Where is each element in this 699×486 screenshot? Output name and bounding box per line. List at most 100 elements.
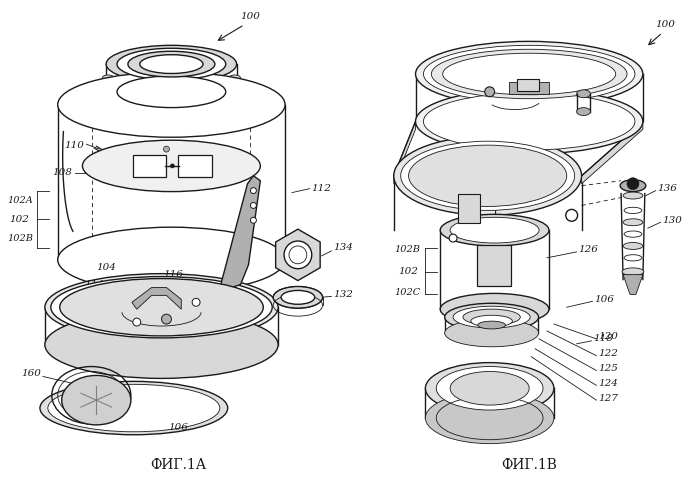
Bar [458,193,480,223]
Text: 126: 126 [579,245,598,254]
Text: 120: 120 [598,332,618,341]
Ellipse shape [229,75,240,81]
Polygon shape [132,288,181,309]
Text: 127: 127 [598,394,618,403]
Ellipse shape [450,371,529,405]
Ellipse shape [440,214,549,246]
Text: 114: 114 [85,280,104,289]
Text: 116: 116 [164,270,183,279]
Circle shape [449,234,457,242]
Text: 102C: 102C [394,288,421,297]
Ellipse shape [401,141,575,210]
Ellipse shape [394,136,582,215]
Text: ФИГ.1В: ФИГ.1В [501,458,557,472]
Ellipse shape [463,309,520,325]
Text: 128: 128 [94,389,114,398]
Text: 118: 118 [593,334,613,344]
Ellipse shape [273,286,323,308]
Circle shape [250,188,257,193]
Text: 108: 108 [52,168,73,177]
Ellipse shape [445,319,538,347]
Ellipse shape [623,192,643,199]
Text: 160: 160 [410,171,431,180]
Ellipse shape [171,164,174,168]
Text: 102: 102 [398,267,419,276]
Circle shape [250,217,257,223]
Text: 112: 112 [312,184,331,193]
Ellipse shape [436,366,543,410]
Text: 100: 100 [240,12,261,21]
FancyBboxPatch shape [133,155,166,177]
Ellipse shape [453,306,530,328]
Ellipse shape [624,231,642,237]
Ellipse shape [624,207,642,213]
Text: 108: 108 [143,175,161,184]
Text: 130: 130 [663,216,682,225]
Ellipse shape [62,376,131,425]
Ellipse shape [471,315,512,327]
Text: 140: 140 [141,161,158,171]
Text: 106: 106 [594,295,614,304]
Polygon shape [275,229,320,280]
Ellipse shape [623,243,643,249]
Circle shape [565,209,577,221]
Ellipse shape [82,140,260,191]
Ellipse shape [117,48,226,80]
Circle shape [192,298,200,306]
Circle shape [164,146,169,152]
Text: 142: 142 [187,161,203,171]
Ellipse shape [166,56,178,62]
Text: 124: 124 [598,379,618,388]
Text: 136: 136 [658,184,677,193]
Ellipse shape [409,145,567,207]
Circle shape [250,203,257,208]
Text: 122: 122 [598,349,618,358]
Text: ФИГ.1А: ФИГ.1А [150,458,206,472]
Ellipse shape [140,55,203,73]
Text: 128: 128 [532,181,552,190]
Polygon shape [510,82,549,94]
Polygon shape [394,122,415,184]
Bar [517,79,539,91]
Ellipse shape [577,90,591,98]
Text: 160: 160 [21,369,41,378]
Ellipse shape [40,382,228,435]
Circle shape [484,87,495,97]
Ellipse shape [624,255,642,261]
Ellipse shape [424,45,635,103]
Ellipse shape [431,49,627,99]
Ellipse shape [48,384,219,432]
Ellipse shape [478,321,505,329]
Ellipse shape [623,219,643,226]
Polygon shape [623,275,643,295]
Ellipse shape [45,311,278,379]
Ellipse shape [440,294,549,325]
Ellipse shape [117,76,226,107]
Text: 102B: 102B [7,234,33,243]
Ellipse shape [577,107,591,116]
Ellipse shape [51,277,272,338]
Text: 102B: 102B [395,245,421,254]
Ellipse shape [58,227,285,293]
Circle shape [284,241,312,269]
Ellipse shape [620,180,646,191]
Ellipse shape [58,72,285,137]
Text: 106: 106 [168,423,188,433]
Ellipse shape [442,53,616,95]
Ellipse shape [102,75,114,81]
Ellipse shape [106,73,237,110]
Ellipse shape [128,51,215,77]
Text: 100: 100 [656,20,675,29]
Text: 102: 102 [9,215,29,224]
Ellipse shape [450,217,539,243]
Ellipse shape [106,45,237,83]
Text: 110: 110 [64,140,85,150]
Circle shape [627,178,639,190]
Ellipse shape [415,89,643,154]
Text: 132: 132 [333,290,354,299]
Ellipse shape [622,268,644,276]
Text: 104: 104 [96,263,116,272]
Ellipse shape [426,363,554,414]
Polygon shape [582,122,643,184]
Ellipse shape [424,93,635,150]
